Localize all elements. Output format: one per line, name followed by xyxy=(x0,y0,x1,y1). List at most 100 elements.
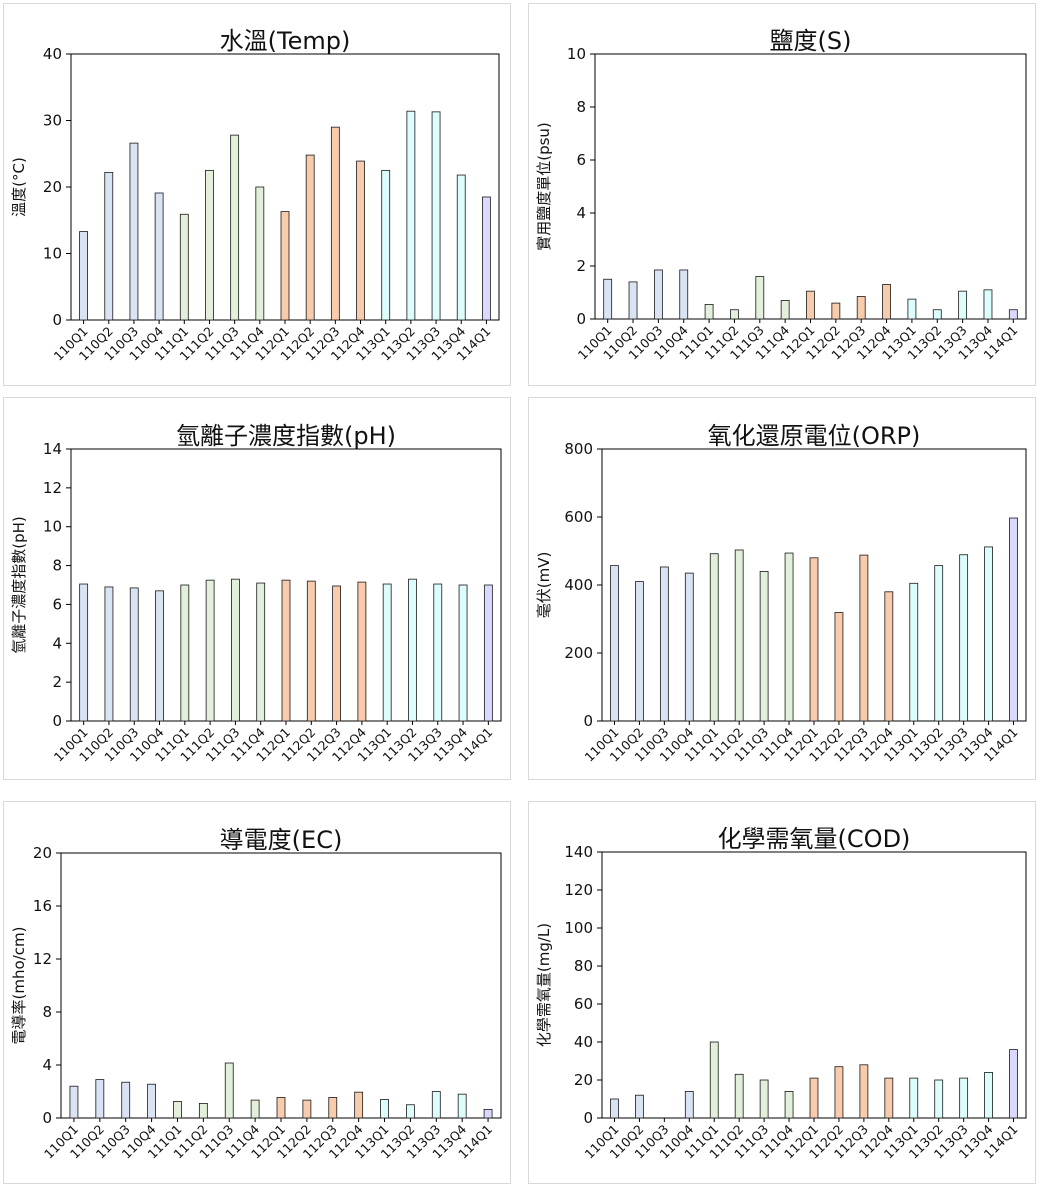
bar-113q4 xyxy=(983,289,993,320)
bar-112q2 xyxy=(834,1066,844,1119)
bar-112q1 xyxy=(276,1097,286,1119)
bar-110q1 xyxy=(79,583,89,722)
y-tick-label: 2 xyxy=(52,673,62,691)
bar-110q4 xyxy=(684,1090,694,1119)
bar-110q4 xyxy=(147,1083,156,1119)
bar-113q3 xyxy=(959,1077,969,1119)
bar-113q1 xyxy=(909,1077,919,1119)
y-tick-label: 20 xyxy=(33,844,52,862)
y-tick-label: 10 xyxy=(43,245,62,263)
plot-area xyxy=(60,852,502,1119)
bar-112q2 xyxy=(306,580,316,722)
bar-111q1 xyxy=(179,213,189,321)
bar-113q4 xyxy=(457,1093,467,1119)
y-tick-label: 16 xyxy=(33,897,52,915)
y-tick-label: 0 xyxy=(52,311,62,329)
bar-112q4 xyxy=(882,284,891,320)
bar-113q3 xyxy=(433,583,443,722)
bar-110q2 xyxy=(628,281,638,320)
bar-111q1 xyxy=(173,1101,182,1119)
y-tick-label: 800 xyxy=(564,440,593,458)
bar-112q1 xyxy=(806,290,815,320)
y-tick-label: 6 xyxy=(576,151,586,169)
bar-112q1 xyxy=(809,1077,819,1119)
bar-113q4 xyxy=(456,174,466,321)
bar-110q4 xyxy=(155,590,164,722)
bar-113q2 xyxy=(932,309,942,320)
chart-cod: 化學需氧量(COD)化學需氧量(mg/L)0204060801001201401… xyxy=(535,825,1027,1162)
bar-114q1 xyxy=(1009,1049,1018,1119)
chart-title: 導電度(EC) xyxy=(220,826,343,854)
bar-113q2 xyxy=(934,1079,944,1119)
bar-113q1 xyxy=(907,298,917,320)
chart-ec: 導電度(EC)電導率(mho/cm)048121620110Q1110Q2110… xyxy=(10,826,502,1162)
bar-113q3 xyxy=(958,290,968,320)
bar-110q4 xyxy=(684,572,694,722)
bar-112q1 xyxy=(280,211,290,321)
bar-113q1 xyxy=(382,583,392,722)
chart-panel-ec: 導電度(EC) 電導率(mho/cm) 0 4 8 12 16 20 110Q1 110Q2 110… xyxy=(3,801,511,1184)
bar-112q3 xyxy=(859,1064,869,1119)
bar-114q1 xyxy=(483,584,493,722)
bar-111q4 xyxy=(784,1090,794,1119)
y-tick-label: 8 xyxy=(42,1003,52,1021)
y-tick-label: 40 xyxy=(43,45,62,63)
bar-111q1 xyxy=(704,304,714,320)
chart-title: 化學需氧量(COD) xyxy=(718,825,911,853)
bar-111q1 xyxy=(709,1041,719,1119)
y-axis-label: 氫離子濃度指數(pH) xyxy=(10,516,28,654)
y-tick-label: 0 xyxy=(583,712,593,730)
chart-panel-salinity: 鹽度(S) 實用鹽度單位(psu) 0 2 4 6 8 10 110Q1 110Q2 110Q3 11… xyxy=(528,3,1036,386)
bar-111q2 xyxy=(730,309,739,320)
bar-113q1 xyxy=(381,169,391,321)
y-tick-label: 10 xyxy=(567,45,586,63)
y-tick-label: 20 xyxy=(574,1071,593,1089)
bar-112q1 xyxy=(281,579,291,722)
bar-114q1 xyxy=(1008,309,1018,320)
bar-110q1 xyxy=(69,1085,79,1119)
bar-112q4 xyxy=(884,1077,894,1119)
bar-112q4 xyxy=(884,591,894,722)
bar-112q2 xyxy=(302,1099,312,1119)
bar-112q3 xyxy=(332,585,341,722)
bar-113q4 xyxy=(984,546,993,722)
bar-111q4 xyxy=(256,582,266,722)
y-axis-label: 電導率(mho/cm) xyxy=(10,927,28,1045)
y-tick-label: 20 xyxy=(43,178,62,196)
chart-title: 鹽度(S) xyxy=(770,27,852,55)
bar-111q3 xyxy=(759,1079,769,1119)
bar-113q3 xyxy=(959,554,969,722)
bar-113q2 xyxy=(406,110,416,321)
chart-orp: 氧化還原電位(ORP)毫伏(mV)0200400600800110Q1110Q2… xyxy=(535,422,1027,765)
bar-111q4 xyxy=(255,186,265,321)
bar-111q4 xyxy=(780,300,790,320)
y-tick-label: 30 xyxy=(43,112,62,130)
bar-111q2 xyxy=(205,579,215,722)
chart-panel-temp: 水溫(Temp) 溫度(°C) 0 10 20 30 40 110Q1 110Q2 110Q3 11… xyxy=(3,3,511,386)
y-tick-label: 8 xyxy=(52,557,62,575)
bar-113q4 xyxy=(984,1071,993,1119)
bar-111q3 xyxy=(230,134,240,321)
chart-temp: 水溫(Temp)溫度(°C)010203040110Q1110Q2110Q311… xyxy=(10,27,500,364)
y-tick-label: 60 xyxy=(574,995,593,1013)
y-tick-label: 100 xyxy=(564,919,593,937)
bar-112q2 xyxy=(305,154,315,321)
y-tick-label: 40 xyxy=(574,1033,593,1051)
y-tick-label: 200 xyxy=(564,644,593,662)
bar-110q3 xyxy=(121,1081,131,1119)
y-tick-label: 140 xyxy=(564,843,593,861)
y-tick-label: 0 xyxy=(52,712,62,730)
y-tick-label: 12 xyxy=(43,479,62,497)
y-tick-label: 4 xyxy=(576,204,586,222)
y-tick-label: 0 xyxy=(583,1109,593,1127)
bar-113q2 xyxy=(406,1104,415,1119)
bar-113q2 xyxy=(934,565,944,722)
bar-113q3 xyxy=(431,111,441,321)
y-tick-label: 4 xyxy=(42,1056,52,1074)
bar-112q4 xyxy=(357,581,367,722)
bar-113q4 xyxy=(458,584,468,722)
y-tick-label: 0 xyxy=(42,1109,52,1127)
bar-110q2 xyxy=(635,1094,644,1119)
chart-panel-ph: 氫離子濃度指數(pH) 氫離子濃度指數(pH) 0 2 4 6 8 10 12 14 110Q1 11… xyxy=(3,397,511,780)
y-tick-label: 10 xyxy=(43,518,62,536)
